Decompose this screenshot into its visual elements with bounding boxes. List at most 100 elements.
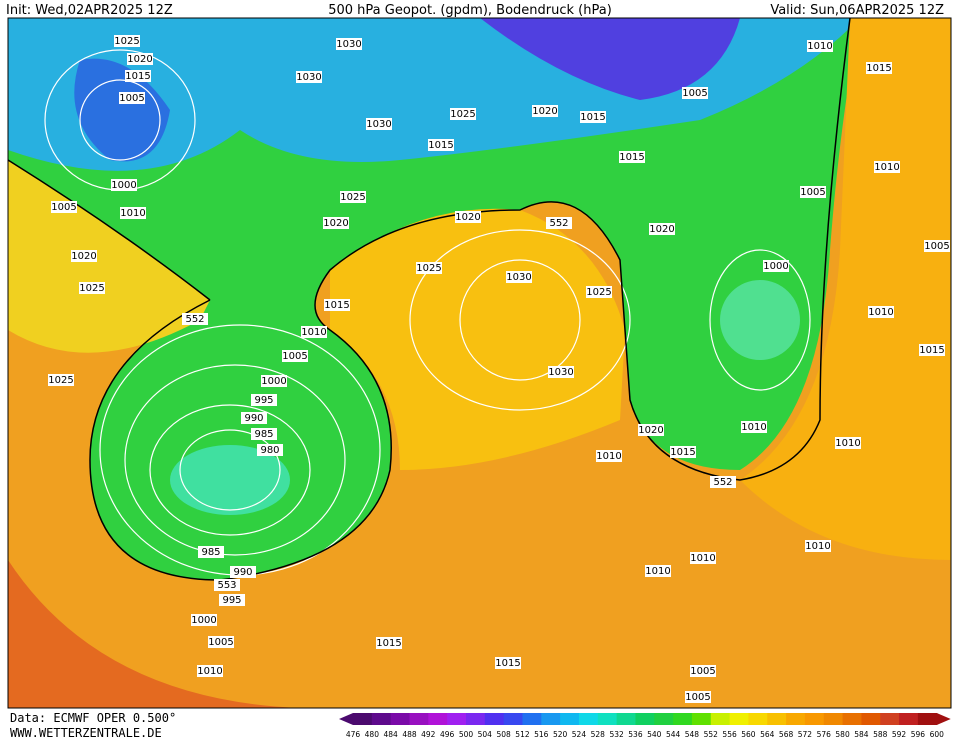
color-swatch bbox=[447, 713, 467, 725]
isobar-label: 980 bbox=[260, 445, 279, 456]
isobar-label: 1015 bbox=[619, 152, 644, 163]
label-box bbox=[532, 105, 558, 117]
label-box bbox=[198, 546, 224, 558]
label-box bbox=[596, 450, 622, 462]
color-swatch bbox=[729, 713, 749, 725]
label-box bbox=[79, 282, 105, 294]
isobar-label: 1020 bbox=[532, 106, 557, 117]
isobar-label: 1020 bbox=[649, 224, 674, 235]
arrow-low bbox=[339, 713, 353, 725]
isobar-label: 1020 bbox=[127, 54, 152, 65]
label-box bbox=[670, 446, 696, 458]
label-box bbox=[506, 271, 532, 283]
isobar-label: 1020 bbox=[638, 425, 663, 436]
label-box bbox=[690, 665, 716, 677]
legend-tick-label: 520 bbox=[553, 730, 568, 739]
label-box bbox=[366, 118, 392, 130]
isobar-label: 1015 bbox=[670, 447, 695, 458]
label-box bbox=[219, 594, 245, 606]
isobar-label: 985 bbox=[201, 547, 220, 558]
label-box bbox=[866, 62, 892, 74]
label-box bbox=[685, 691, 711, 703]
isobar-label: 1030 bbox=[506, 272, 531, 283]
label-box bbox=[546, 217, 572, 229]
isobar-label: 1010 bbox=[690, 553, 715, 564]
color-swatch bbox=[691, 713, 712, 725]
label-box bbox=[586, 286, 612, 298]
label-box bbox=[324, 299, 350, 311]
label-box bbox=[919, 344, 945, 356]
isobar-label: 1005 bbox=[690, 666, 715, 677]
label-box bbox=[197, 665, 223, 677]
isobar-label: 1015 bbox=[866, 63, 891, 74]
color-swatch bbox=[522, 713, 542, 725]
legend-tick-label: 500 bbox=[459, 730, 474, 739]
legend-tick-label: 480 bbox=[365, 730, 380, 739]
legend-tick-label: 596 bbox=[911, 730, 926, 739]
isobar-label: 1005 bbox=[685, 692, 710, 703]
isobar-label: 1015 bbox=[495, 658, 520, 669]
label-box bbox=[763, 260, 789, 272]
color-swatch bbox=[616, 713, 636, 725]
label-box bbox=[741, 421, 767, 433]
label-box bbox=[428, 139, 454, 151]
label-box bbox=[323, 217, 349, 229]
isobar-label: 1015 bbox=[376, 638, 401, 649]
isobar-label: 1020 bbox=[71, 251, 96, 262]
color-swatch bbox=[880, 713, 900, 725]
isobar-label: 1010 bbox=[868, 307, 893, 318]
isobar-label: 1025 bbox=[79, 283, 104, 294]
legend-tick-label: 572 bbox=[798, 730, 813, 739]
label-box bbox=[800, 186, 826, 198]
color-swatch bbox=[654, 713, 674, 725]
color-swatch bbox=[560, 713, 580, 725]
legend-tick-label: 528 bbox=[591, 730, 606, 739]
data-source: Data: ECMWF OPER 0.500° bbox=[10, 711, 176, 725]
legend-tick-label: 548 bbox=[685, 730, 700, 739]
color-swatch bbox=[409, 713, 429, 725]
isobar-label: 1005 bbox=[119, 93, 144, 104]
label-box bbox=[114, 35, 140, 47]
legend-tick-label: 496 bbox=[440, 730, 455, 739]
isobar-label: 1000 bbox=[191, 615, 216, 626]
legend-tick-label: 536 bbox=[628, 730, 643, 739]
legend-tick-label: 540 bbox=[647, 730, 662, 739]
legend-tick-label: 588 bbox=[873, 730, 888, 739]
legend-tick-label: 524 bbox=[572, 730, 587, 739]
isobar-label: 1010 bbox=[805, 541, 830, 552]
isobar-label: 1005 bbox=[282, 351, 307, 362]
legend-tick-label: 556 bbox=[722, 730, 737, 739]
website: WWW.WETTERZENTRALE.DE bbox=[10, 726, 162, 740]
valid-time: Valid: Sun,06APR2025 12Z bbox=[770, 3, 944, 18]
legend-tick-label: 584 bbox=[854, 730, 869, 739]
label-box bbox=[336, 38, 362, 50]
label-box bbox=[868, 306, 894, 318]
label-box bbox=[580, 111, 606, 123]
label-box bbox=[807, 40, 833, 52]
label-box bbox=[301, 326, 327, 338]
isobar-label: 1005 bbox=[51, 202, 76, 213]
label-box bbox=[48, 374, 74, 386]
label-box bbox=[214, 579, 240, 591]
isobar-label: 552 bbox=[185, 314, 204, 325]
label-box bbox=[125, 70, 151, 82]
isobar-label: 1030 bbox=[336, 39, 361, 50]
label-box bbox=[376, 637, 402, 649]
legend-tick-label: 488 bbox=[402, 730, 417, 739]
map-title: 500 hPa Geopot. (gpdm), Bodendruck (hPa) bbox=[328, 3, 612, 18]
label-box bbox=[51, 201, 77, 213]
label-box bbox=[619, 151, 645, 163]
label-box bbox=[120, 207, 146, 219]
isobar-label: 1010 bbox=[120, 208, 145, 219]
init-time: Init: Wed,02APR2025 12Z bbox=[6, 3, 173, 18]
color-swatch bbox=[861, 713, 881, 725]
map-frame bbox=[7, 17, 952, 709]
legend-tick-label: 492 bbox=[421, 730, 436, 739]
isobar-label: 1015 bbox=[580, 112, 605, 123]
color-swatch bbox=[673, 713, 693, 725]
isobar-label: 1020 bbox=[323, 218, 348, 229]
isobar-label: 1015 bbox=[324, 300, 349, 311]
isobar-label: 1010 bbox=[741, 422, 766, 433]
color-swatch bbox=[484, 713, 505, 725]
isobar-label: 552 bbox=[549, 218, 568, 229]
